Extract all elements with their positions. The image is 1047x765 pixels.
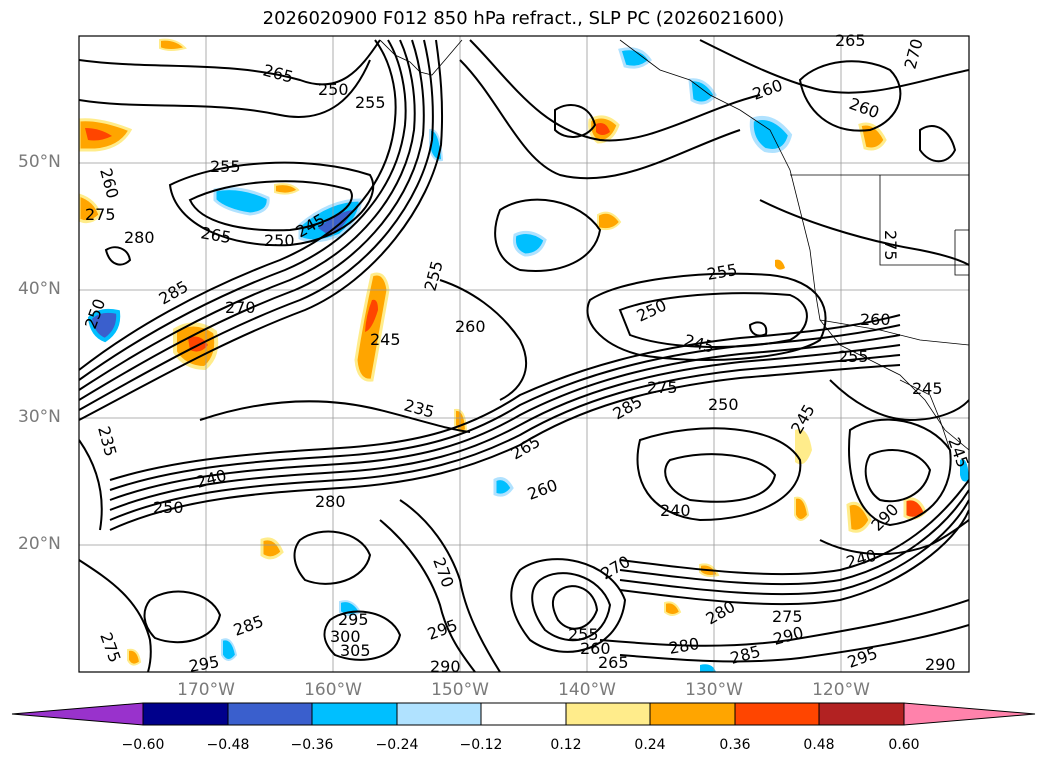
contour-label: 260 (96, 166, 122, 200)
lon-label: 160°W (304, 680, 362, 700)
contour-label: 260 (847, 94, 882, 122)
contour-label: 270 (598, 552, 634, 584)
contour-label: 290 (771, 623, 805, 649)
colorbar-segment (649, 702, 736, 726)
colorbar-segment (396, 702, 482, 726)
contour-label: 285 (231, 611, 266, 639)
contour-label: 265 (508, 432, 544, 464)
colorbar-tick-label: 0.48 (803, 737, 835, 753)
plot-frame (78, 35, 970, 673)
contour-label: 290 (430, 657, 461, 676)
lat-label: 50°N (18, 152, 61, 172)
lon-label: 130°W (685, 680, 743, 700)
lat-label: 30°N (18, 407, 61, 427)
contour-label: 245 (944, 435, 972, 470)
contour-label: 250 (153, 498, 184, 517)
colorbar-segment (734, 702, 820, 726)
lon-label: 140°W (558, 680, 616, 700)
contour-label: 255 (705, 260, 738, 284)
colorbar-segment (818, 702, 905, 726)
colorbar-tick-label: 0.24 (634, 737, 666, 753)
contour-label: 275 (96, 630, 124, 665)
colorbar-segment (480, 702, 567, 726)
colorbar-tick-label: −0.60 (121, 737, 165, 753)
contour-label: 245 (912, 379, 943, 398)
contour-label: 260 (580, 639, 611, 658)
lat-label: 20°N (18, 534, 61, 554)
lon-label: 150°W (431, 680, 489, 700)
colorbar-tick-label: −0.24 (375, 737, 419, 753)
contour-label: 285 (156, 277, 192, 309)
colorbar-tick-label: 0.60 (888, 737, 920, 753)
contour-label: 245 (370, 330, 401, 349)
contour-label: 270 (225, 298, 256, 317)
shaded-anomalies (79, 38, 969, 672)
refractivity-contours (79, 39, 969, 672)
contour-label: 290 (925, 655, 956, 674)
contour-label: 255 (421, 259, 447, 293)
contour-label: 250 (318, 80, 349, 99)
colorbar-segment (142, 702, 229, 726)
lon-label: 120°W (812, 680, 870, 700)
colorbar-tick-label: 0.36 (719, 737, 751, 753)
contour-label: 305 (340, 641, 371, 660)
contour-label: 260 (750, 75, 785, 103)
colorbar (11, 702, 1036, 726)
contour-label: 245 (787, 401, 819, 437)
contour-label: 260 (455, 317, 486, 336)
contour-label: 280 (315, 492, 346, 511)
contour-label: 240 (660, 501, 691, 520)
contour-label: 250 (264, 231, 295, 250)
lat-label: 40°N (18, 279, 61, 299)
contour-label: 280 (667, 634, 700, 658)
contour-label: 255 (355, 93, 386, 112)
contour-label: 250 (708, 395, 739, 414)
contour-label: 295 (338, 610, 369, 629)
colorbar-extend-left (11, 702, 144, 726)
contour-label: 275 (647, 378, 678, 397)
contour-label: 275 (85, 205, 116, 224)
contour-label: 255 (838, 347, 869, 366)
colorbar-segment (565, 702, 651, 726)
contour-label: 270 (901, 37, 927, 71)
contour-label: 260 (860, 310, 891, 329)
contour-label: 270 (429, 555, 457, 590)
contour-label: 275 (772, 607, 803, 626)
colorbar-segment (311, 702, 398, 726)
contour-label: 275 (881, 230, 900, 261)
contour-label: 255 (210, 157, 241, 176)
colorbar-tick-label: −0.12 (459, 737, 503, 753)
contour-label: 265 (835, 31, 866, 50)
graticule (79, 36, 969, 672)
contour-label: 235 (94, 424, 120, 458)
chart-title: 2026020900 F012 850 hPa refract., SLP PC… (262, 8, 785, 29)
colorbar-extend-right (903, 702, 1036, 726)
contour-label: 280 (124, 228, 155, 247)
contour-label: 260 (525, 475, 560, 503)
contour-label: 300 (330, 627, 361, 646)
contour-label: 265 (199, 223, 232, 247)
contour-label: 250 (634, 295, 670, 325)
colorbar-tick-label: −0.36 (290, 737, 334, 753)
contour-label: 265 (261, 61, 295, 87)
contour-label: 255 (568, 625, 599, 644)
contour-label: 295 (425, 615, 460, 643)
contour-label: 290 (867, 500, 902, 535)
colorbar-segment (227, 702, 313, 726)
contour-label: 295 (845, 643, 880, 671)
contour-label: 265 (598, 653, 629, 672)
colorbar-tick-label: 0.12 (550, 737, 582, 753)
colorbar-tick-label: −0.48 (206, 737, 250, 753)
coastlines (379, 39, 969, 451)
lon-label: 170°W (177, 680, 235, 700)
